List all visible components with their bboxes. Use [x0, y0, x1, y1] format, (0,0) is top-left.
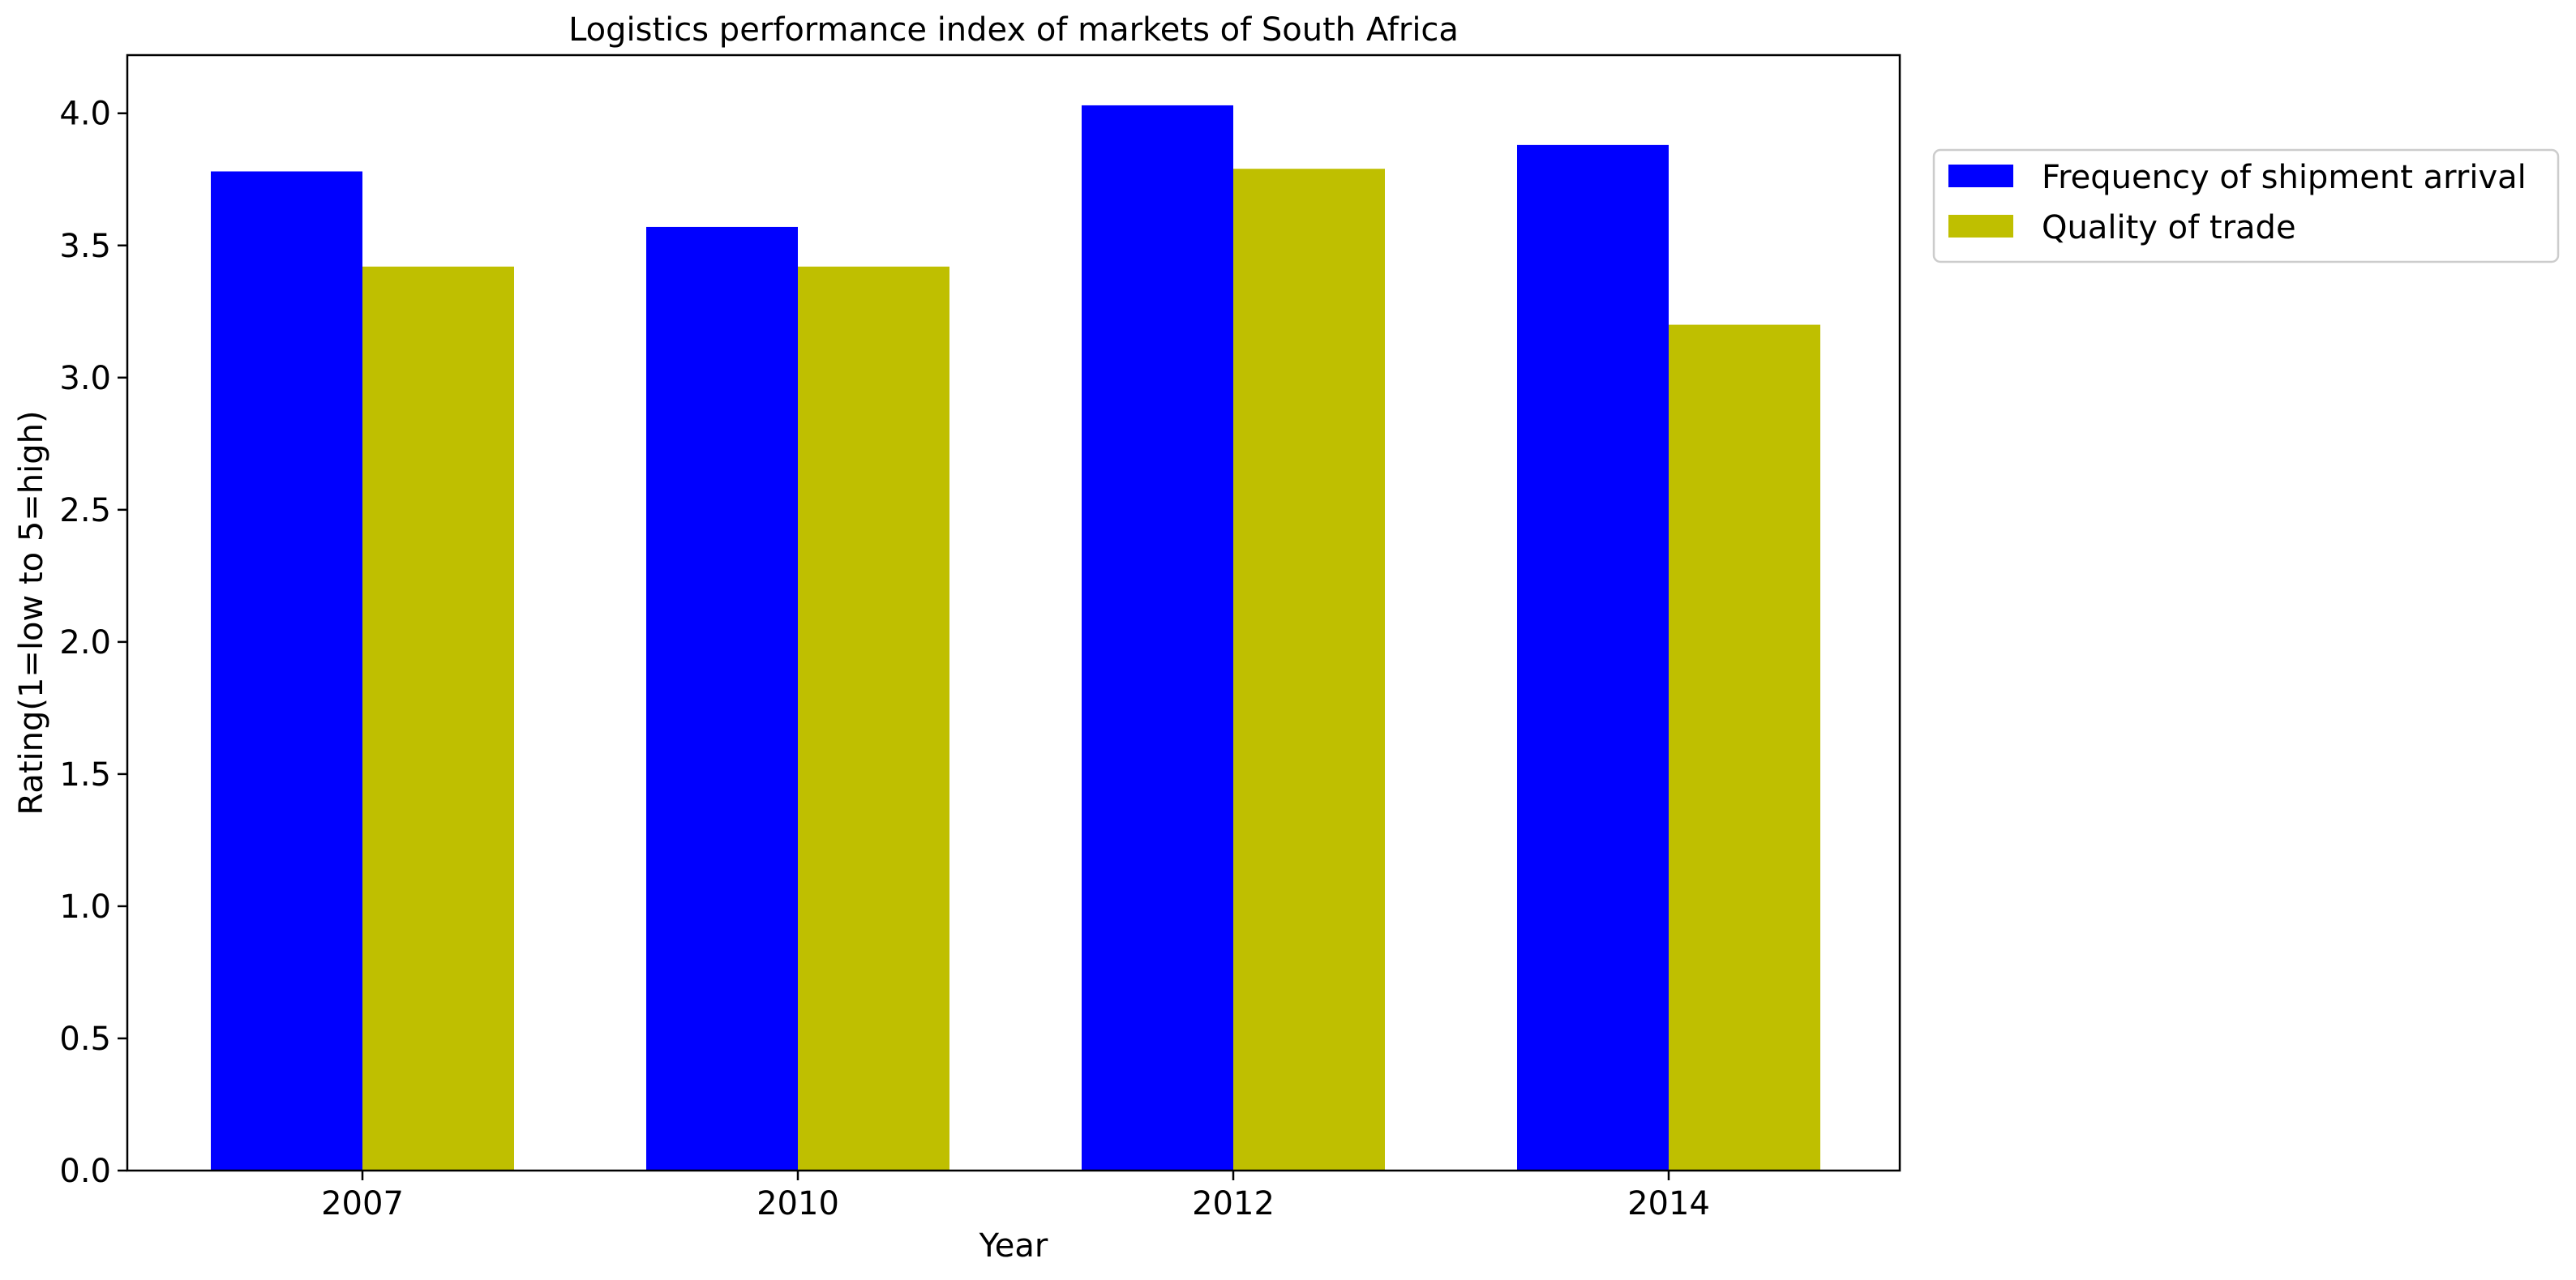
legend-swatch	[1948, 215, 2013, 238]
bar-quality-2012	[1233, 169, 1385, 1171]
legend-label: Quality of trade	[2042, 209, 2296, 246]
y-axis-label: Rating(1=low to 5=high)	[13, 410, 50, 815]
bar-quality-2010	[798, 266, 949, 1171]
x-tick-label: 2012	[1192, 1185, 1275, 1222]
y-tick-label: 3.0	[59, 360, 111, 397]
y-tick-label: 1.0	[59, 888, 111, 926]
y-tick-label: 2.0	[59, 624, 111, 661]
bar-frequency-2014	[1517, 144, 1669, 1171]
y-axis: 0.0 0.5 1.0 1.5 2.0 2.5 3.0 3.5 4.0	[59, 96, 127, 1190]
bar-frequency-2007	[211, 171, 362, 1171]
y-tick-label: 3.5	[59, 228, 111, 265]
legend-swatch	[1948, 165, 2013, 187]
x-tick-label: 2007	[321, 1185, 404, 1222]
y-tick-label: 4.0	[59, 96, 111, 133]
chart-title: Logistics performance index of markets o…	[568, 11, 1459, 49]
bar-quality-2014	[1669, 324, 1820, 1171]
legend: Frequency of shipment arrival Quality of …	[1932, 148, 2560, 263]
y-tick-label: 1.5	[59, 756, 111, 794]
x-axis: 2007 2010 2012 2014	[321, 1171, 1710, 1222]
plot-frame	[126, 54, 1901, 1172]
x-tick-label: 2010	[757, 1185, 839, 1222]
y-tick-label: 0.5	[59, 1021, 111, 1058]
x-tick-label: 2014	[1627, 1185, 1710, 1222]
bar-quality-2007	[362, 266, 514, 1171]
bars-group	[211, 105, 1820, 1171]
y-tick-label: 0.0	[59, 1153, 111, 1190]
bar-frequency-2010	[646, 226, 798, 1171]
y-tick-label: 2.5	[59, 492, 111, 529]
bar-frequency-2012	[1082, 105, 1233, 1171]
legend-label: Frequency of shipment arrival	[2042, 159, 2527, 196]
x-axis-label: Year	[979, 1227, 1048, 1265]
legend-frame	[1932, 148, 2560, 263]
